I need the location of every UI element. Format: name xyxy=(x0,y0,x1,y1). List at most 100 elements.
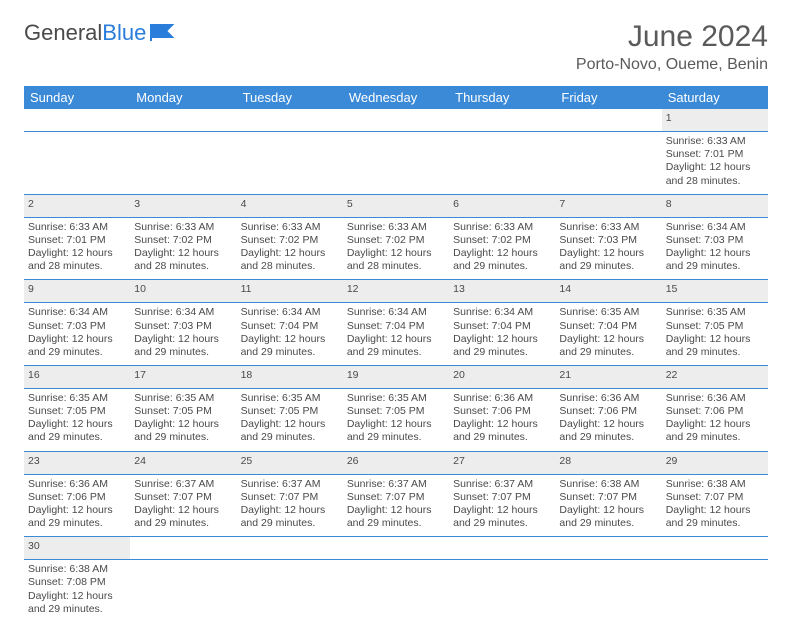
day-cell xyxy=(449,560,555,622)
sunrise-text: Sunrise: 6:35 AM xyxy=(666,306,764,319)
day-header-row: Sunday Monday Tuesday Wednesday Thursday… xyxy=(24,86,768,109)
day-cell: Sunrise: 6:35 AMSunset: 7:05 PMDaylight:… xyxy=(343,389,449,452)
sunrise-text: Sunrise: 6:35 AM xyxy=(559,306,657,319)
day-cell: Sunrise: 6:34 AMSunset: 7:03 PMDaylight:… xyxy=(24,303,130,366)
daylight1-text: Daylight: 12 hours xyxy=(241,418,339,431)
sunrise-text: Sunrise: 6:34 AM xyxy=(347,306,445,319)
day-cell: Sunrise: 6:38 AMSunset: 7:07 PMDaylight:… xyxy=(662,474,768,537)
logo-text-2: Blue xyxy=(102,20,146,46)
day-header: Thursday xyxy=(449,86,555,109)
daylight1-text: Daylight: 12 hours xyxy=(453,247,551,260)
day-cell: Sunrise: 6:33 AMSunset: 7:02 PMDaylight:… xyxy=(449,217,555,280)
sunset-text: Sunset: 7:07 PM xyxy=(666,491,764,504)
daylight1-text: Daylight: 12 hours xyxy=(134,247,232,260)
daylight2-text: and 29 minutes. xyxy=(666,431,764,444)
sunset-text: Sunset: 7:01 PM xyxy=(666,148,764,161)
day-number: 8 xyxy=(662,194,768,217)
sunset-text: Sunset: 7:07 PM xyxy=(559,491,657,504)
day-number xyxy=(130,537,236,560)
daylight1-text: Daylight: 12 hours xyxy=(241,333,339,346)
sunset-text: Sunset: 7:07 PM xyxy=(453,491,551,504)
sunrise-text: Sunrise: 6:37 AM xyxy=(453,478,551,491)
day-cell: Sunrise: 6:33 AMSunset: 7:01 PMDaylight:… xyxy=(662,132,768,195)
daylight2-text: and 29 minutes. xyxy=(28,603,126,616)
week-row: Sunrise: 6:33 AMSunset: 7:01 PMDaylight:… xyxy=(24,217,768,280)
sunset-text: Sunset: 7:04 PM xyxy=(241,320,339,333)
day-cell: Sunrise: 6:35 AMSunset: 7:05 PMDaylight:… xyxy=(24,389,130,452)
day-number: 24 xyxy=(130,451,236,474)
sunset-text: Sunset: 7:02 PM xyxy=(347,234,445,247)
day-number: 25 xyxy=(237,451,343,474)
day-cell: Sunrise: 6:34 AMSunset: 7:03 PMDaylight:… xyxy=(130,303,236,366)
day-number: 1 xyxy=(662,109,768,132)
daylight2-text: and 29 minutes. xyxy=(241,517,339,530)
day-number: 26 xyxy=(343,451,449,474)
day-cell: Sunrise: 6:37 AMSunset: 7:07 PMDaylight:… xyxy=(449,474,555,537)
day-number xyxy=(343,537,449,560)
sunset-text: Sunset: 7:05 PM xyxy=(666,320,764,333)
sunset-text: Sunset: 7:05 PM xyxy=(347,405,445,418)
day-cell: Sunrise: 6:38 AMSunset: 7:07 PMDaylight:… xyxy=(555,474,661,537)
sunset-text: Sunset: 7:06 PM xyxy=(453,405,551,418)
daylight1-text: Daylight: 12 hours xyxy=(28,247,126,260)
daylight2-text: and 29 minutes. xyxy=(559,431,657,444)
day-number: 20 xyxy=(449,365,555,388)
sunrise-text: Sunrise: 6:36 AM xyxy=(28,478,126,491)
day-cell xyxy=(237,132,343,195)
logo-flag-icon xyxy=(150,23,176,43)
daylight2-text: and 29 minutes. xyxy=(241,346,339,359)
day-number: 16 xyxy=(24,365,130,388)
daylight2-text: and 29 minutes. xyxy=(559,346,657,359)
day-cell: Sunrise: 6:37 AMSunset: 7:07 PMDaylight:… xyxy=(237,474,343,537)
day-number: 22 xyxy=(662,365,768,388)
daylight1-text: Daylight: 12 hours xyxy=(28,504,126,517)
sunset-text: Sunset: 7:07 PM xyxy=(134,491,232,504)
daylight1-text: Daylight: 12 hours xyxy=(28,418,126,431)
location: Porto-Novo, Oueme, Benin xyxy=(576,56,768,74)
day-cell: Sunrise: 6:35 AMSunset: 7:05 PMDaylight:… xyxy=(130,389,236,452)
daylight1-text: Daylight: 12 hours xyxy=(559,333,657,346)
daylight2-text: and 29 minutes. xyxy=(453,431,551,444)
sunset-text: Sunset: 7:03 PM xyxy=(28,320,126,333)
sunrise-text: Sunrise: 6:37 AM xyxy=(347,478,445,491)
daylight1-text: Daylight: 12 hours xyxy=(453,504,551,517)
day-cell: Sunrise: 6:33 AMSunset: 7:02 PMDaylight:… xyxy=(237,217,343,280)
header: GeneralBlue June 2024 Porto-Novo, Oueme,… xyxy=(24,20,768,74)
day-number: 10 xyxy=(130,280,236,303)
daylight2-text: and 29 minutes. xyxy=(666,260,764,273)
daylight1-text: Daylight: 12 hours xyxy=(666,504,764,517)
day-cell: Sunrise: 6:36 AMSunset: 7:06 PMDaylight:… xyxy=(449,389,555,452)
daylight1-text: Daylight: 12 hours xyxy=(347,504,445,517)
sunrise-text: Sunrise: 6:37 AM xyxy=(134,478,232,491)
daylight2-text: and 28 minutes. xyxy=(134,260,232,273)
sunset-text: Sunset: 7:03 PM xyxy=(134,320,232,333)
day-cell: Sunrise: 6:38 AMSunset: 7:08 PMDaylight:… xyxy=(24,560,130,622)
sunset-text: Sunset: 7:02 PM xyxy=(241,234,339,247)
day-cell: Sunrise: 6:33 AMSunset: 7:01 PMDaylight:… xyxy=(24,217,130,280)
daylight2-text: and 29 minutes. xyxy=(666,346,764,359)
day-cell: Sunrise: 6:35 AMSunset: 7:05 PMDaylight:… xyxy=(662,303,768,366)
sunrise-text: Sunrise: 6:33 AM xyxy=(241,221,339,234)
day-number-row: 23242526272829 xyxy=(24,451,768,474)
daylight1-text: Daylight: 12 hours xyxy=(347,418,445,431)
day-header: Tuesday xyxy=(237,86,343,109)
daylight2-text: and 29 minutes. xyxy=(559,260,657,273)
day-number: 2 xyxy=(24,194,130,217)
daylight1-text: Daylight: 12 hours xyxy=(453,418,551,431)
daylight2-text: and 29 minutes. xyxy=(28,346,126,359)
daylight1-text: Daylight: 12 hours xyxy=(241,504,339,517)
day-cell: Sunrise: 6:34 AMSunset: 7:04 PMDaylight:… xyxy=(449,303,555,366)
sunrise-text: Sunrise: 6:35 AM xyxy=(28,392,126,405)
sunrise-text: Sunrise: 6:33 AM xyxy=(347,221,445,234)
day-cell: Sunrise: 6:34 AMSunset: 7:04 PMDaylight:… xyxy=(343,303,449,366)
sunset-text: Sunset: 7:06 PM xyxy=(666,405,764,418)
daylight1-text: Daylight: 12 hours xyxy=(347,333,445,346)
sunrise-text: Sunrise: 6:36 AM xyxy=(559,392,657,405)
day-cell: Sunrise: 6:36 AMSunset: 7:06 PMDaylight:… xyxy=(662,389,768,452)
daylight2-text: and 29 minutes. xyxy=(453,260,551,273)
daylight1-text: Daylight: 12 hours xyxy=(559,247,657,260)
day-number: 15 xyxy=(662,280,768,303)
sunrise-text: Sunrise: 6:38 AM xyxy=(559,478,657,491)
daylight1-text: Daylight: 12 hours xyxy=(666,161,764,174)
daylight1-text: Daylight: 12 hours xyxy=(666,418,764,431)
